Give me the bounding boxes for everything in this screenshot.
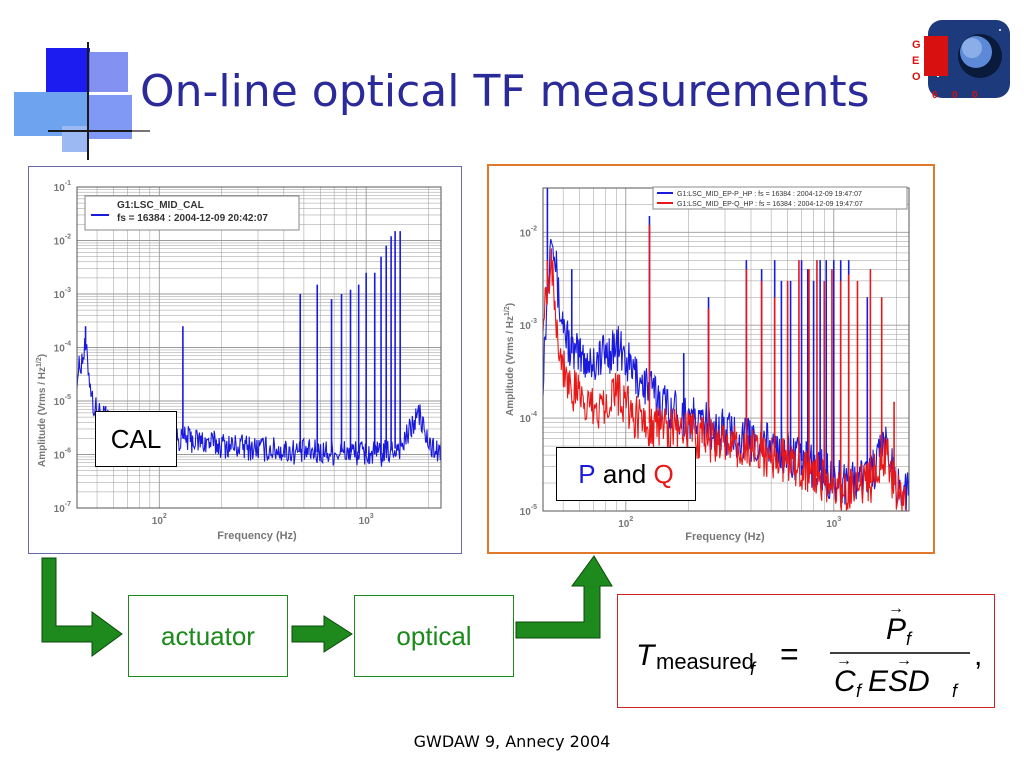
- arrow-optical-to-pq: [515, 555, 613, 639]
- svg-text:→: →: [896, 652, 912, 669]
- optical-block: optical: [354, 595, 514, 677]
- cal-chart-axes: 10-1 10-2 10-3 10-4 10-5 10-6 10-7 102 103: [54, 180, 442, 527]
- svg-text:P: P: [886, 613, 906, 646]
- y-tick-label-2: 10-3: [54, 287, 71, 301]
- legend-p-name: G1:LSC_MID_EP-P_HP : fs = 16384 : 2004-1…: [677, 191, 862, 198]
- legend-cal-fs: fs = 16384 : 2004-12-09 20:42:07: [117, 213, 268, 224]
- svg-text:→: →: [888, 600, 904, 617]
- legend-q-name: G1:LSC_MID_EP-Q_HP : fs = 16384 : 2004-1…: [677, 201, 863, 208]
- logo-digit-0a: 0: [952, 90, 958, 101]
- cal-spectrum-chart: 10-1 10-2 10-3 10-4 10-5 10-6 10-7 102 103 G1:LS…: [28, 166, 462, 554]
- y-tick-label-0: 10-2: [520, 225, 537, 239]
- x-tick-label-0: 102: [618, 516, 633, 530]
- plot-area-border: [76, 186, 442, 509]
- formula-comma: ,: [974, 639, 982, 672]
- cal-spectrum-svg: 10-1 10-2 10-3 10-4 10-5 10-6 10-7 102 103 G1:LS…: [36, 180, 442, 542]
- actuator-label: actuator: [161, 620, 255, 651]
- y-tick-label-2: 10-4: [520, 411, 537, 425]
- slide-title: On-line optical TF measurements: [140, 66, 870, 117]
- cal-chart-series: [76, 231, 442, 467]
- x-tick-label-1: 103: [826, 516, 841, 530]
- transfer-function-formula: T measured f = P → f C → f ESD → f ,: [617, 594, 995, 708]
- cal-callout-text: CAL: [110, 423, 162, 454]
- x-tick-label-0: 102: [152, 513, 167, 527]
- cal-chart-legend: G1:LSC_MID_CAL fs = 16384 : 2004-12-09 2…: [84, 195, 300, 231]
- logo-digit-6: 6: [932, 90, 938, 101]
- y-tick-label-5: 10-6: [54, 448, 71, 462]
- pq-spectrum-svg: 10-2 10-3 10-4 10-5 102 103 G1:LSC_MID_EP-P_H…: [504, 186, 910, 543]
- y-tick-label-3: 10-4: [54, 341, 71, 355]
- cal-callout: CAL: [95, 411, 177, 467]
- actuator-block: actuator: [128, 595, 288, 677]
- svg-text:→: →: [836, 652, 852, 669]
- pq-y-axis-label: Amplitude (Vrms / Hz1/2): [504, 303, 516, 416]
- pq-x-axis-label: Frequency (Hz): [685, 531, 765, 543]
- logo-letter-e: E: [912, 55, 919, 67]
- logo-letter-o: O: [912, 71, 921, 83]
- cal-x-axis-label: Frequency (Hz): [217, 530, 297, 542]
- optical-label: optical: [396, 620, 472, 651]
- pq-chart-legend: G1:LSC_MID_EP-P_HP : fs = 16384 : 2004-1…: [652, 186, 908, 210]
- y-tick-label-0: 10-1: [54, 180, 71, 194]
- logo-letter-g: G: [912, 39, 921, 51]
- pq-chart-series: [542, 188, 910, 512]
- y-tick-label-4: 10-5: [54, 394, 71, 408]
- callout-q: Q: [653, 458, 674, 489]
- pq-spectrum-chart: 10-2 10-3 10-4 10-5 102 103 G1:LSC_MID_EP-P_H…: [487, 164, 935, 554]
- formula-svg: T measured f = P → f C → f ESD → f ,: [636, 600, 982, 701]
- cal-y-axis-label: Amplitude (Vrms / Hz1/2): [36, 354, 48, 467]
- formula-measured-subscript: measured: [656, 649, 754, 674]
- legend-cal-name: G1:LSC_MID_CAL: [117, 200, 204, 211]
- y-tick-label-3: 10-5: [520, 504, 537, 518]
- arrow-cal-to-actuator: [41, 557, 123, 657]
- callout-and: and: [602, 458, 647, 489]
- formula-denominator: C → f ESD → f: [834, 652, 959, 701]
- svg-text:f: f: [952, 681, 959, 701]
- svg-text:C: C: [834, 665, 856, 698]
- geo600-logo: G E O 6 0 0: [912, 20, 1010, 101]
- callout-p: P: [578, 458, 596, 489]
- formula-f-sub: f: [750, 659, 757, 679]
- svg-text:ESD: ESD: [868, 665, 930, 698]
- svg-text:f: f: [906, 629, 913, 649]
- svg-text:f: f: [856, 681, 863, 701]
- y-tick-label-1: 10-3: [520, 318, 537, 332]
- y-tick-label-1: 10-2: [54, 234, 71, 248]
- formula-t: T: [636, 639, 657, 672]
- arrow-actuator-to-optical: [291, 615, 353, 653]
- formula-equals: =: [780, 636, 799, 672]
- p-and-q-callout: P and Q: [556, 447, 696, 501]
- series-line-1: [542, 248, 910, 512]
- title-decoration: [14, 42, 150, 160]
- logo-digit-0b: 0: [972, 90, 978, 101]
- slide-footer: GWDAW 9, Annecy 2004: [413, 732, 611, 751]
- formula-numerator: P → f: [886, 600, 913, 649]
- x-tick-label-1: 103: [359, 513, 374, 527]
- y-tick-label-6: 10-7: [54, 501, 71, 515]
